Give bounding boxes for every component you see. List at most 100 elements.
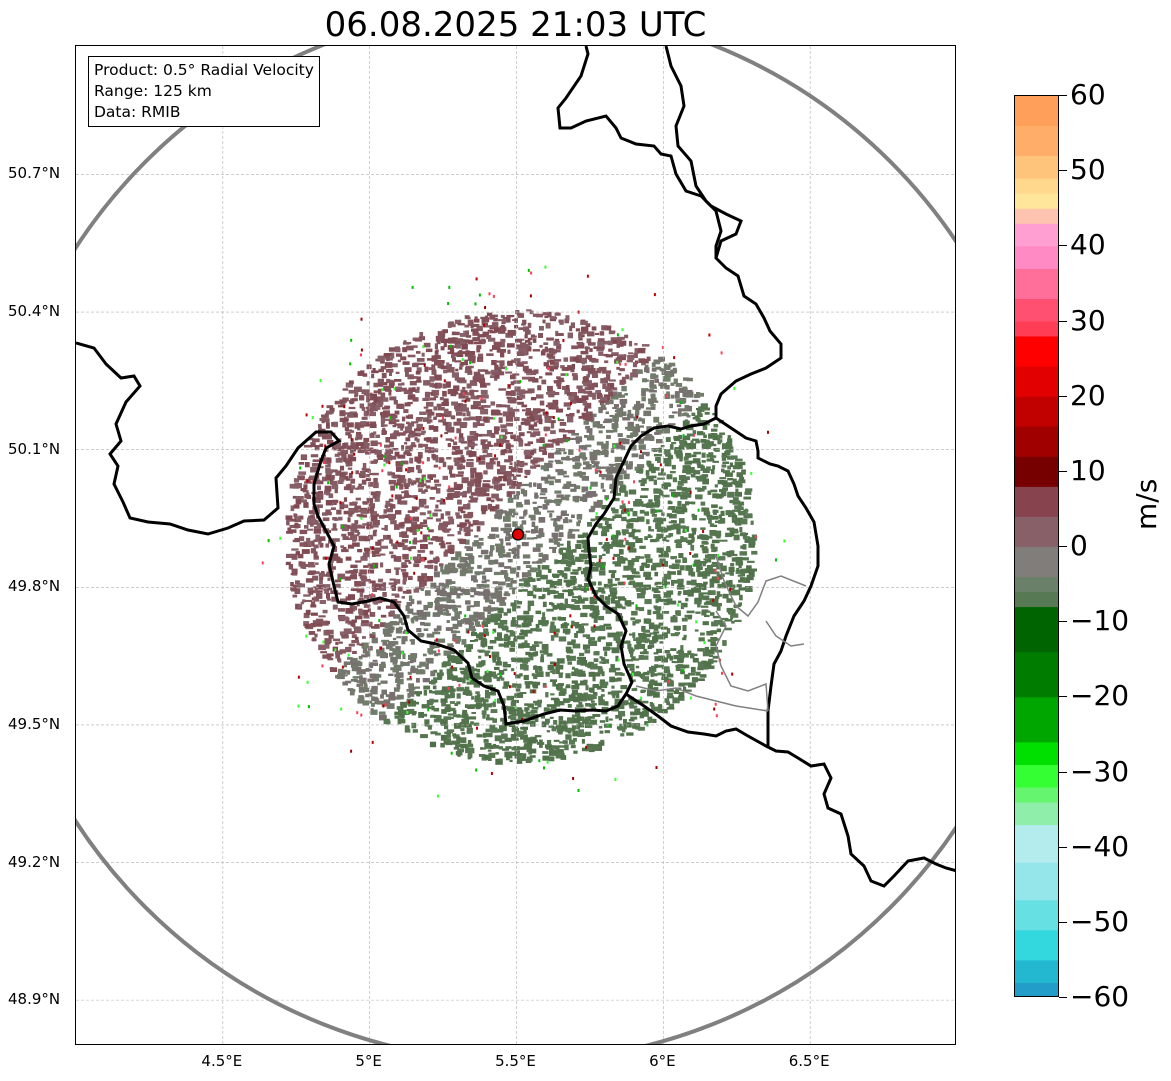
echo-pixel [662,536,667,542]
echo-pixel [345,680,352,684]
echo-pixel [478,637,487,641]
echo-pixel [619,407,624,411]
echo-pixel [373,482,379,489]
echo-pixel [457,471,464,474]
echo-pixel [319,443,324,447]
echo-pixel [326,653,334,657]
echo-pixel [598,542,603,545]
echo-pixel [646,519,650,525]
echo-pixel [542,554,549,561]
echo-pixel [530,412,537,419]
echo-pixel [488,434,493,437]
echo-pixel [354,386,362,392]
echo-pixel [416,506,420,510]
echo-pixel [615,639,623,643]
echo-pixel [428,425,434,430]
echo-pixel [492,480,499,485]
echo-pixel [631,453,639,458]
echo-pixel [583,597,589,601]
echo-pixel [447,389,455,395]
echo-pixel [516,504,524,508]
echo-pixel [544,315,549,319]
echo-pixel [457,403,463,407]
echo-pixel [606,599,610,605]
echo-pixel [712,434,720,441]
echo-pixel [487,337,496,342]
echo-pixel [325,640,331,645]
echo-pixel [675,610,681,616]
echo-pixel [486,717,494,721]
echo-pixel [510,374,516,380]
echo-pixel [398,405,405,409]
echo-pixel [408,595,413,602]
echo-pixel [457,492,466,496]
echo-pixel [424,565,430,569]
echo-pixel [360,623,369,627]
echo-pixel [430,392,434,395]
echo-pixel [416,665,422,668]
echo-pixel [503,471,511,477]
echo-pixel [624,334,629,339]
echo-pixel [620,673,625,676]
echo-pixel [427,564,434,569]
echo-pixel [466,727,473,734]
echo-pixel [429,382,434,388]
echo-pixel [443,529,450,533]
echo-pixel [411,617,415,624]
echo-pixel [648,499,653,503]
echo-pixel [461,732,466,735]
echo-pixel [510,569,516,574]
echo-pixel [735,488,739,495]
echo-pixel [504,511,513,516]
echo-pixel [469,380,478,386]
echo-pixel [465,330,469,337]
echo-pixel [604,520,609,525]
echo-pixel [538,333,543,338]
echo-pixel [498,417,503,423]
echo-pixel [496,461,501,467]
echo-pixel [702,621,709,626]
echo-pixel [598,351,604,356]
echo-pixel [391,593,400,596]
echo-pixel [474,373,481,378]
echo-pixel [445,511,451,516]
echo-pixel [384,622,391,629]
echo-pixel [602,605,608,611]
echo-pixel [577,732,586,737]
echo-pixel [481,511,486,515]
echo-pixel [486,464,494,470]
echo-pixel [738,479,746,484]
echo-pixel [489,551,493,557]
echo-pixel [338,641,343,644]
echo-pixel [501,449,508,454]
echo-pixel [563,451,567,455]
echo-pixel [598,636,606,640]
echo-pixel [552,348,556,355]
echo-pixel [304,525,309,529]
echo-pixel [574,495,580,498]
echo-pixel [510,602,517,607]
echo-pixel [337,445,345,452]
echo-pixel [386,703,395,709]
echo-pixel [632,511,638,517]
echo-pixel [350,588,358,591]
echo-pixel [385,694,390,697]
echo-pixel [478,537,484,541]
echo-pixel [704,574,711,577]
echo-pixel [473,341,482,345]
echo-pixel [564,598,568,604]
echo-pixel [444,694,451,699]
echo-pixel [419,584,425,589]
echo-pixel [597,581,602,586]
echo-pixel [582,456,588,460]
echo-pixel [558,543,564,546]
echo-pixel [462,571,467,575]
echo-pixel [674,447,683,450]
echo-pixel [582,376,589,383]
echo-pixel [462,588,470,594]
echo-pixel [595,515,602,521]
echo-pixel [704,568,712,573]
echo-pixel [470,404,479,410]
echo-pixel [303,594,311,597]
echo-pixel [546,744,552,750]
